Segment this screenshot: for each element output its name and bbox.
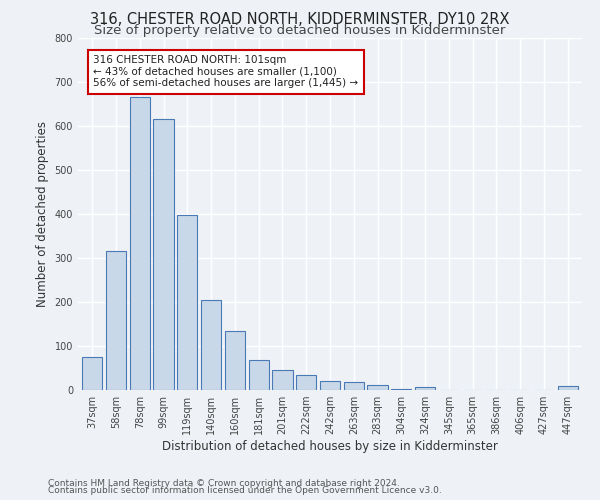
Text: 316 CHESTER ROAD NORTH: 101sqm
← 43% of detached houses are smaller (1,100)
56% : 316 CHESTER ROAD NORTH: 101sqm ← 43% of … xyxy=(94,55,359,88)
Bar xyxy=(177,214,197,390)
Bar xyxy=(557,386,578,390)
Text: Contains public sector information licensed under the Open Government Licence v3: Contains public sector information licen… xyxy=(48,486,442,495)
Y-axis label: Number of detached properties: Number of detached properties xyxy=(36,120,49,306)
Bar xyxy=(154,119,173,390)
Bar xyxy=(367,384,388,390)
Bar xyxy=(248,360,269,390)
Text: Size of property relative to detached houses in Kidderminster: Size of property relative to detached ho… xyxy=(94,24,506,37)
Text: Contains HM Land Registry data © Crown copyright and database right 2024.: Contains HM Land Registry data © Crown c… xyxy=(48,478,400,488)
X-axis label: Distribution of detached houses by size in Kidderminster: Distribution of detached houses by size … xyxy=(162,440,498,453)
Bar xyxy=(225,330,245,390)
Bar xyxy=(344,382,364,390)
Bar xyxy=(415,388,435,390)
Text: 316, CHESTER ROAD NORTH, KIDDERMINSTER, DY10 2RX: 316, CHESTER ROAD NORTH, KIDDERMINSTER, … xyxy=(90,12,510,28)
Bar xyxy=(296,374,316,390)
Bar xyxy=(130,97,150,390)
Bar xyxy=(106,251,126,390)
Bar xyxy=(320,381,340,390)
Bar xyxy=(391,389,412,390)
Bar xyxy=(201,300,221,390)
Bar xyxy=(272,370,293,390)
Bar xyxy=(82,357,103,390)
